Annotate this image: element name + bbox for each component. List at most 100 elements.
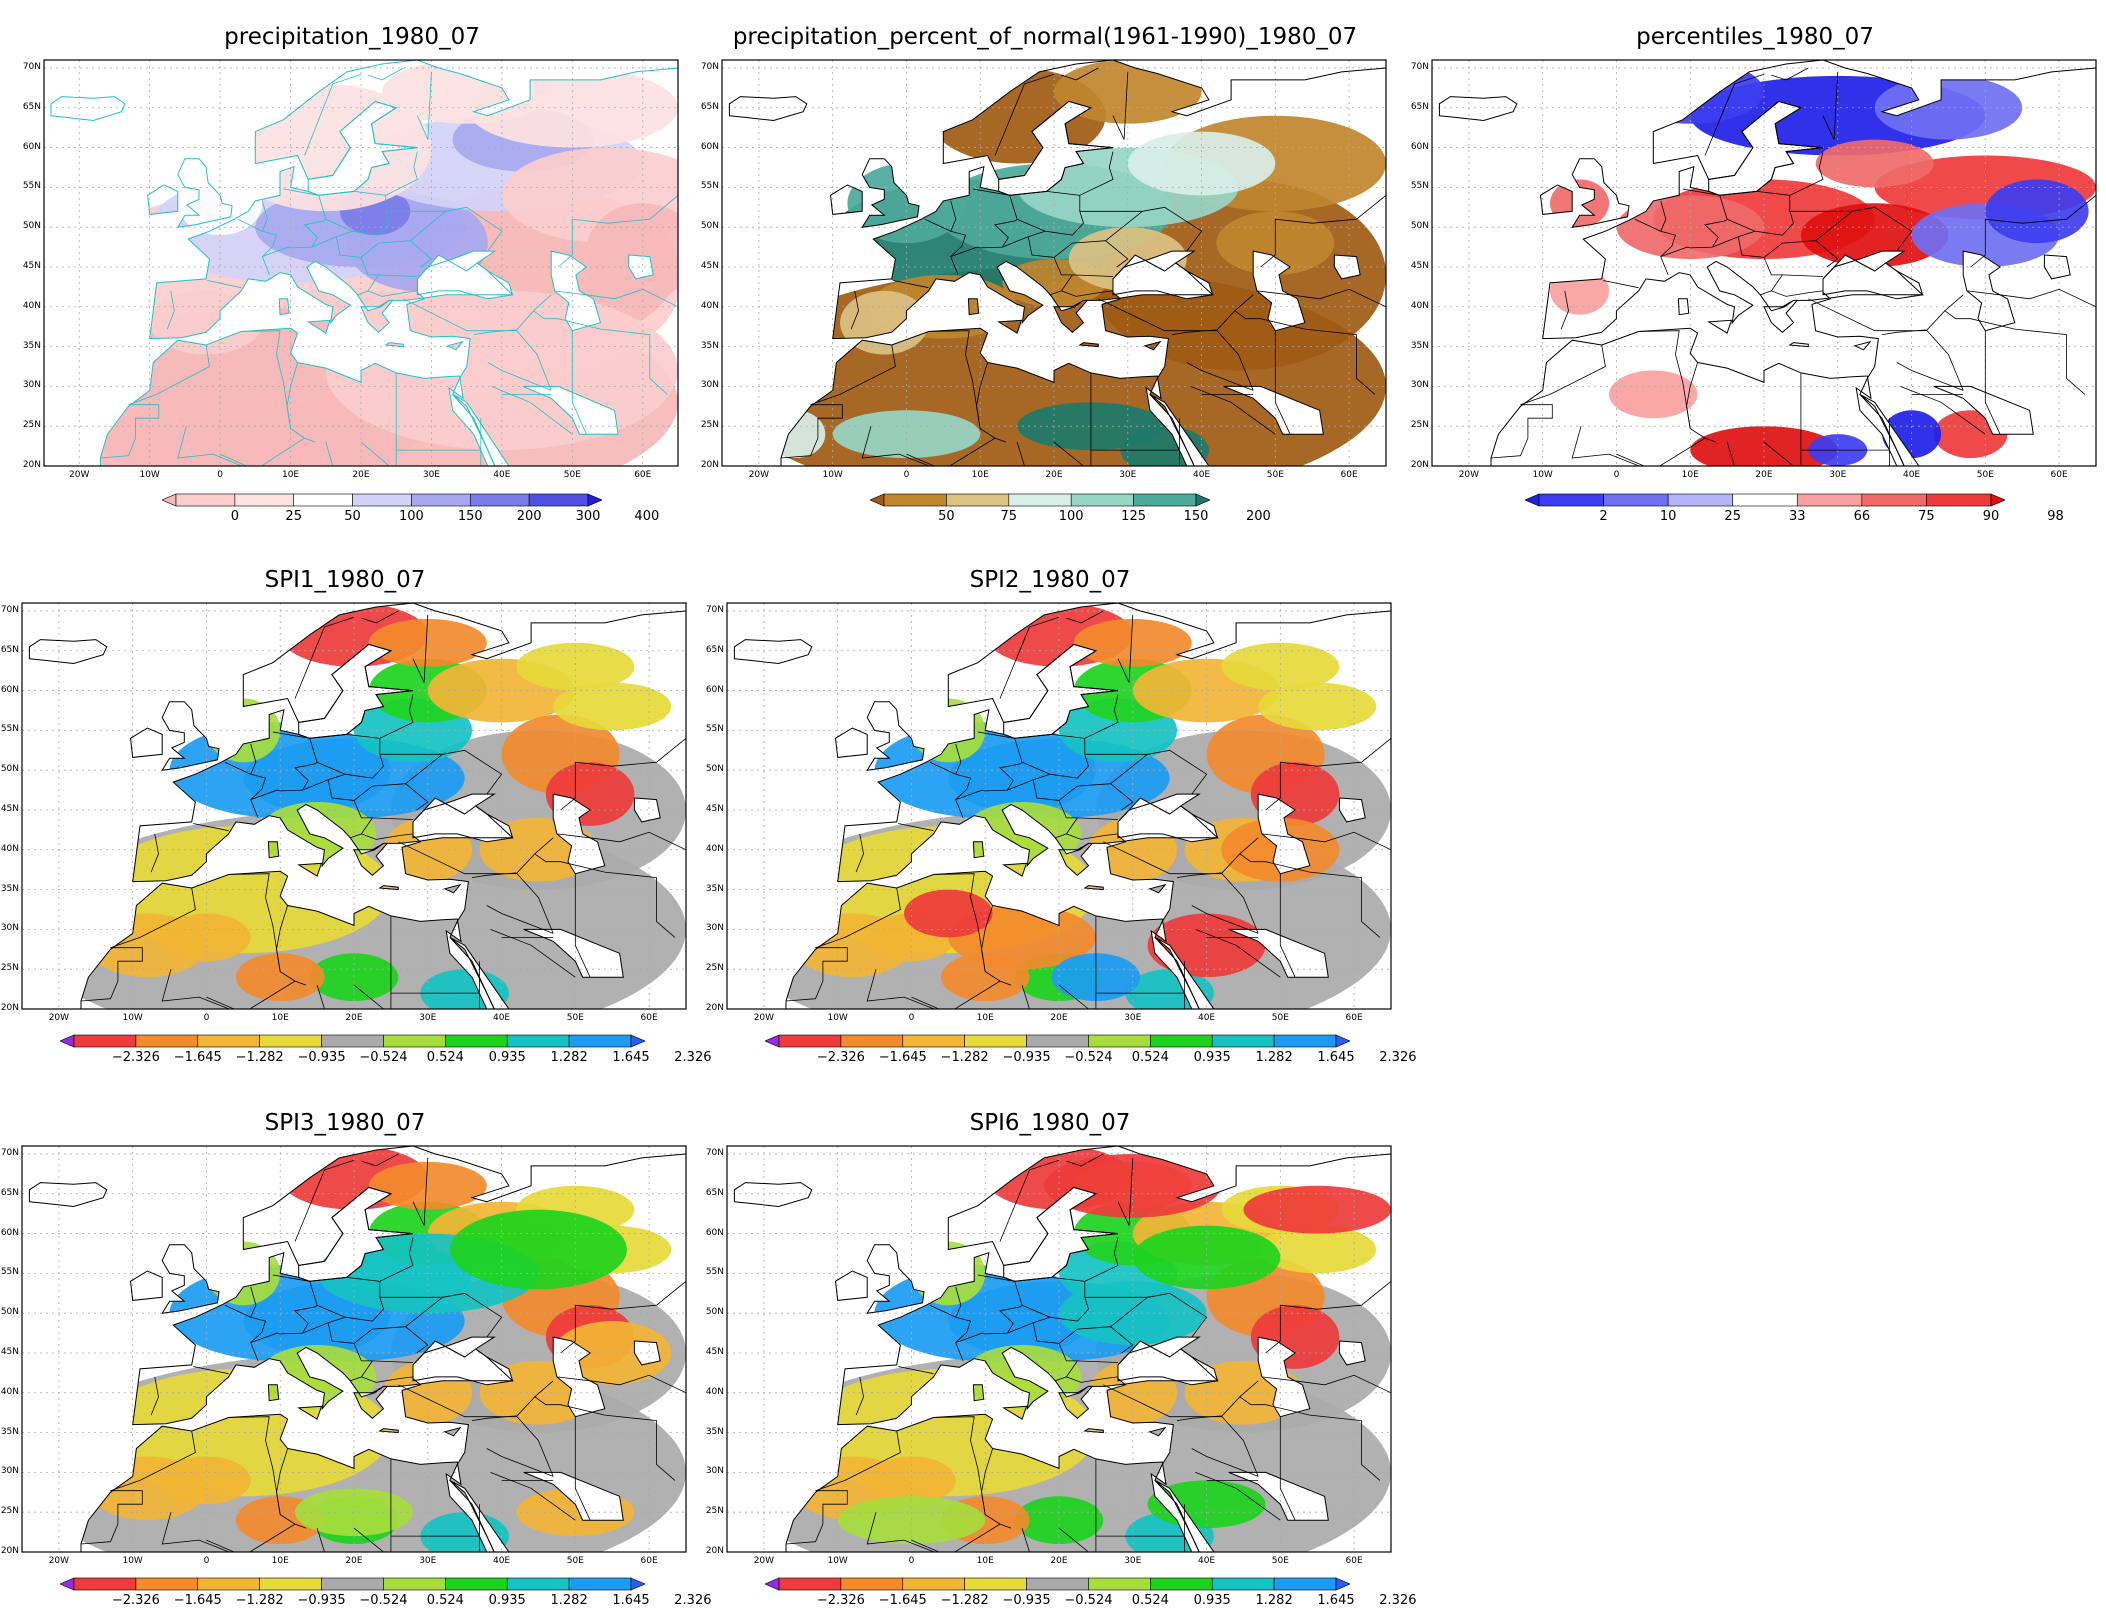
lat-label: 20N	[705, 1003, 724, 1013]
country-border	[1103, 1380, 1259, 1418]
field-shade	[832, 410, 981, 459]
colorbar-swatch	[506, 1034, 570, 1048]
country-border	[442, 749, 503, 795]
country-border	[412, 614, 429, 683]
country-border	[357, 274, 379, 296]
colorbar-arrow-high	[1335, 1034, 1350, 1048]
lon-label: 40E	[492, 1556, 511, 1566]
lat-label: 55N	[705, 1267, 724, 1278]
country-border	[1216, 329, 1254, 391]
country-border	[250, 738, 318, 800]
country-border	[1195, 1472, 1281, 1521]
country-border	[955, 743, 962, 775]
colorbar-swatch	[568, 1577, 632, 1591]
coastline	[972, 841, 985, 859]
lon-label: 10W	[827, 1013, 848, 1023]
country-border	[193, 823, 229, 832]
inland-water	[1258, 1337, 1310, 1417]
map-frame	[726, 602, 1392, 1010]
coastline	[176, 158, 233, 228]
coastline	[378, 1428, 399, 1434]
lat-label: 60N	[0, 1227, 19, 1238]
colorbar-label: 1.645	[612, 1050, 650, 1065]
colorbar-arrow-low	[870, 493, 885, 507]
country-border	[353, 1527, 384, 1552]
map-spi2: 70N 65N 60N 55N 50N 45N 40N 35N 30N 25N 20N 20W 10W 0…	[705, 599, 1395, 1029]
colorbar-swatch	[135, 1034, 199, 1048]
coastline	[384, 342, 404, 348]
map-frame	[21, 602, 687, 1010]
lat-label: 45N	[705, 803, 724, 814]
colorbar-label: 1.282	[550, 1593, 588, 1608]
country-border	[1117, 614, 1134, 683]
country-border	[161, 1512, 231, 1552]
sea-mask	[22, 603, 686, 1009]
country-border	[237, 218, 278, 276]
colorbar-percent-of-normal: 50 75 100 125 150 200	[870, 490, 1271, 540]
map-percentiles: 70N 65N 60N 55N 50N 45N 40N 35N 30N 25N 20N 20W 10W 0…	[1410, 56, 2100, 486]
country-border	[302, 1316, 346, 1334]
country-border	[534, 853, 676, 938]
colorbar-arrow-low	[765, 1034, 780, 1048]
colorbar-arrow-high	[630, 1034, 645, 1048]
map-percent-of-normal: 70N 65N 60N 55N 50N 45N 40N 35N 30N 25N 20N 20W 10W 0…	[700, 56, 1390, 486]
field-shade	[162, 913, 251, 962]
colorbar-swatch	[1088, 1577, 1151, 1591]
country-border	[977, 731, 1015, 739]
country-border	[534, 1396, 676, 1481]
country-border	[1944, 310, 2086, 395]
coastline	[129, 727, 163, 758]
country-border	[1737, 236, 1783, 258]
country-border	[398, 1380, 554, 1418]
field-shade	[867, 1456, 956, 1505]
lat-label: 70N	[700, 61, 719, 72]
lat-label: 60N	[705, 684, 724, 695]
lon-label: 30E	[1119, 470, 1137, 480]
lon-label: 20E	[1050, 1013, 1068, 1023]
map-frame	[1431, 59, 2097, 467]
country-border	[1274, 330, 1291, 435]
inland-water	[417, 255, 513, 299]
country-border	[1900, 386, 1986, 435]
coastline	[1228, 928, 1329, 978]
colorbar-swatch	[234, 493, 295, 507]
coastline	[1490, 327, 1898, 466]
country-border	[207, 280, 242, 289]
country-border	[379, 1237, 414, 1282]
panel-title: precipitation_percent_of_normal(1961-199…	[732, 24, 1358, 50]
colorbar-swatch	[528, 493, 589, 507]
coastline	[1571, 158, 1630, 228]
country-border	[1066, 1376, 1119, 1383]
coastline	[267, 841, 280, 859]
lat-label: 30N	[700, 380, 719, 391]
country-border	[929, 761, 972, 819]
colorbar-label: 0.935	[1193, 1593, 1231, 1608]
coastline	[1148, 1426, 1167, 1437]
lat-label: 50N	[700, 221, 719, 232]
lat-label: 25N	[0, 963, 19, 974]
map-frame	[43, 59, 679, 467]
country-border	[272, 1274, 310, 1282]
colorbar-label: 1.645	[1317, 1050, 1355, 1065]
country-border	[1016, 441, 1025, 466]
colorbar-label: 1.282	[550, 1050, 588, 1065]
country-border	[1176, 872, 1222, 878]
country-border	[1881, 329, 1927, 335]
country-border	[1079, 151, 1114, 196]
coastline	[1003, 643, 1119, 739]
colorbar-label: −0.524	[1064, 1593, 1113, 1608]
inland-water	[1933, 386, 2034, 435]
country-border	[1058, 984, 1089, 1009]
country-border	[855, 833, 864, 873]
colorbar-swatch	[445, 1577, 508, 1591]
lon-label: 30E	[422, 470, 440, 480]
coastline	[834, 727, 868, 758]
lat-label: 60N	[22, 141, 41, 152]
country-border	[360, 257, 418, 277]
country-border	[815, 1430, 901, 1492]
inland-water	[1228, 1472, 1329, 1521]
country-border	[994, 73, 1055, 156]
colorbar-swatch	[840, 1034, 904, 1048]
colorbar-label: 2.326	[1379, 1050, 1417, 1065]
country-border	[304, 73, 362, 156]
